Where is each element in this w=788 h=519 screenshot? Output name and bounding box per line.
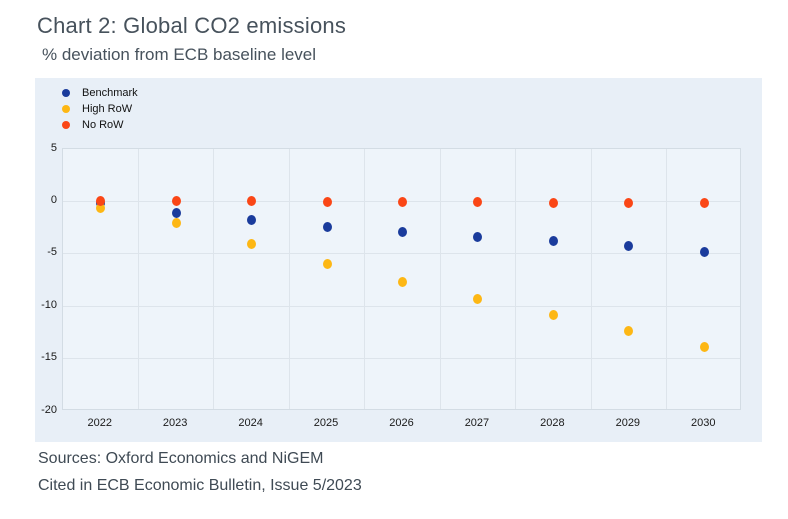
data-point-benchmark — [171, 207, 181, 218]
y-tick-label: 0 — [50, 193, 57, 206]
gridline-horizontal — [63, 358, 740, 360]
source-text: Sources: Oxford Economics and NiGEM — [38, 450, 324, 467]
legend-item-label: No RoW — [82, 119, 124, 131]
data-point-no-row — [322, 197, 332, 208]
chart-subtitle: % deviation from ECB baseline level — [42, 45, 317, 64]
gridline-vertical — [288, 149, 290, 409]
data-point-high-row — [624, 326, 634, 337]
chart-panel: Benchmark High RoW No RoW 5 0 -5 -10 -15 -20 20… — [35, 78, 762, 442]
data-point-no-row — [473, 197, 483, 208]
gridline-vertical — [439, 149, 441, 409]
gridline-vertical — [137, 149, 139, 409]
data-point-high-row — [398, 277, 407, 288]
legend-item: No RoW — [62, 117, 138, 133]
data-point-no-row — [247, 196, 257, 207]
gridline-vertical — [666, 149, 668, 409]
data-point-high-row — [171, 218, 181, 229]
x-axis-label: 2030 — [691, 417, 716, 429]
y-tick-label: -20 — [41, 403, 57, 416]
legend-dot-icon — [62, 89, 70, 97]
y-tick-label: -15 — [41, 351, 57, 364]
x-axis-label: 2025 — [313, 417, 339, 429]
legend-item: Benchmark — [62, 85, 138, 101]
x-axis-label: 2024 — [238, 417, 263, 429]
data-point-no-row — [96, 196, 106, 207]
x-axis-label: 2029 — [615, 417, 641, 429]
plot-area — [62, 148, 741, 410]
y-tick-label: 5 — [50, 141, 57, 154]
data-point-high-row — [96, 202, 106, 213]
x-axis-label: 2028 — [540, 417, 565, 429]
data-point-benchmark — [398, 226, 407, 237]
data-point-high-row — [322, 259, 332, 270]
x-axis-label: 2026 — [389, 417, 414, 429]
data-point-no-row — [624, 198, 634, 209]
gridline-horizontal — [63, 305, 740, 307]
chart-legend: Benchmark High RoW No RoW — [62, 85, 138, 133]
gridline-vertical — [515, 149, 517, 409]
legend-item: High RoW — [62, 101, 138, 117]
page-title: Chart 2: Global CO2 emissions — [37, 13, 347, 38]
gridline-horizontal — [63, 253, 740, 255]
data-point-high-row — [699, 342, 709, 353]
data-point-no-row — [699, 198, 709, 209]
gridline-vertical — [213, 149, 215, 409]
data-point-benchmark — [473, 232, 483, 243]
data-point-benchmark — [322, 221, 332, 232]
data-point-no-row — [398, 197, 407, 208]
legend-item-label: Benchmark — [82, 87, 138, 99]
data-point-no-row — [548, 198, 558, 209]
data-point-high-row — [548, 309, 558, 320]
data-point-benchmark — [247, 215, 257, 226]
gridline-vertical — [590, 149, 592, 409]
data-point-no-row — [171, 196, 181, 207]
y-tick-label: -5 — [47, 246, 57, 259]
legend-dot-icon — [62, 105, 70, 113]
citation-text: Cited in ECB Economic Bulletin, Issue 5/… — [38, 477, 362, 494]
legend-item-label: High RoW — [82, 103, 133, 115]
data-point-benchmark — [548, 236, 558, 247]
y-tick-label: -10 — [41, 298, 57, 311]
x-axis-label: 2022 — [87, 417, 112, 429]
data-point-benchmark — [699, 246, 709, 257]
x-axis-label: 2027 — [464, 417, 490, 429]
data-point-high-row — [247, 239, 257, 250]
data-point-benchmark — [624, 241, 634, 252]
x-axis-label: 2023 — [162, 417, 188, 429]
gridline-vertical — [364, 149, 366, 409]
data-point-high-row — [473, 293, 483, 304]
legend-dot-icon — [62, 121, 70, 129]
